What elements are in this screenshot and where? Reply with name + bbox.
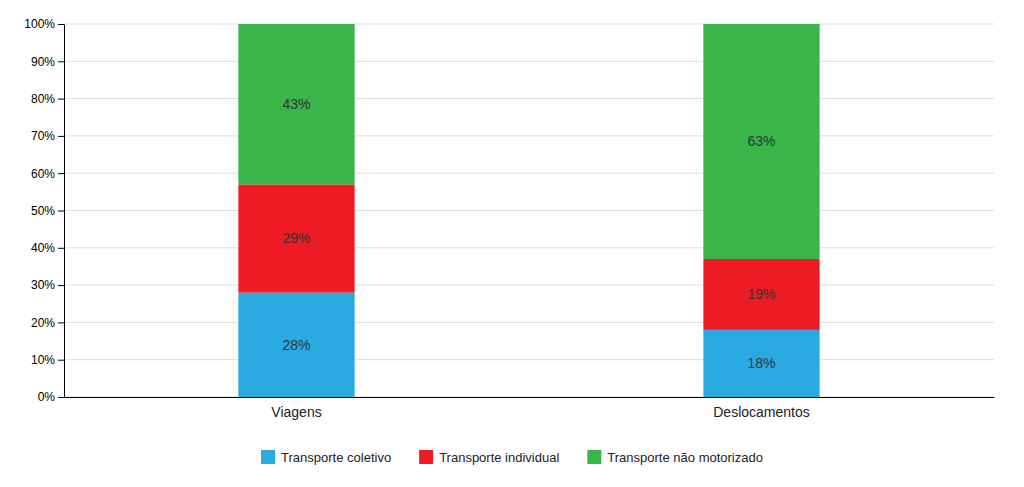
grid-line <box>64 61 994 62</box>
y-tick: 50% <box>31 204 64 218</box>
data-labels: 28% 18% 29% 19% 43% 63% <box>282 96 775 371</box>
data-label: 18% <box>747 355 775 371</box>
y-tick-mark <box>58 397 64 398</box>
y-tick-label: 30% <box>31 278 55 292</box>
legend-label: Transporte coletivo <box>281 450 391 465</box>
y-tick-mark <box>58 24 64 25</box>
legend: Transporte coletivo Transporte individual… <box>261 450 763 465</box>
y-tick-mark <box>58 248 64 249</box>
bar-segment <box>703 24 819 259</box>
grid <box>64 24 994 397</box>
y-tick-label: 40% <box>31 241 55 255</box>
grid-line <box>64 98 994 99</box>
grid-line <box>64 24 994 25</box>
y-tick: 80% <box>31 92 64 106</box>
y-tick: 0% <box>38 390 64 404</box>
y-tick: 60% <box>31 167 64 181</box>
legend-item: Transporte coletivo <box>261 450 391 465</box>
x-tick: Viagens <box>271 404 321 420</box>
y-tick-label: 100% <box>24 17 55 31</box>
data-label: 29% <box>282 230 310 246</box>
y-tick-label: 20% <box>31 316 55 330</box>
chart-container: 28% 18% 29% 19% 43% 63% Viagens Deslocamentos 0%… <box>0 0 1024 487</box>
y-tick-mark <box>58 360 64 361</box>
x-axis: Viagens Deslocamentos <box>65 398 995 420</box>
y-axis-line <box>64 25 65 398</box>
y-tick-label: 0% <box>38 390 56 404</box>
y-tick: 10% <box>31 353 64 367</box>
bar-segment <box>703 330 819 397</box>
y-tick-label: 60% <box>31 167 55 181</box>
plot-area <box>238 24 819 397</box>
legend-swatch <box>261 450 275 464</box>
bar-segment <box>703 259 819 330</box>
chart: 28% 18% 29% 19% 43% 63% Viagens Deslocamentos 0%… <box>0 0 1024 487</box>
legend-item: Transporte não motorizado <box>587 450 763 465</box>
legend-swatch <box>587 450 601 464</box>
y-tick-mark <box>58 285 64 286</box>
x-tick-label: Deslocamentos <box>713 404 810 420</box>
grid-line <box>64 322 994 323</box>
y-tick: 100% <box>24 17 64 31</box>
grid-line <box>64 247 994 248</box>
legend-label: Transporte não motorizado <box>607 450 763 465</box>
grid-line <box>64 285 994 286</box>
legend-item: Transporte individual <box>419 450 559 465</box>
y-tick-mark <box>58 211 64 212</box>
x-tick-label: Viagens <box>271 404 321 420</box>
grid-line <box>64 173 994 174</box>
y-tick-label: 90% <box>31 55 55 69</box>
y-tick-label: 80% <box>31 92 55 106</box>
y-tick: 40% <box>31 241 64 255</box>
x-tick: Deslocamentos <box>713 404 810 420</box>
grid-line <box>64 210 994 211</box>
y-tick-mark <box>58 136 64 137</box>
legend-swatch <box>419 450 433 464</box>
y-tick: 20% <box>31 316 64 330</box>
grid-line <box>64 359 994 360</box>
y-tick: 90% <box>31 55 64 69</box>
y-axis: 0% 10% 20% 30% 40% 50% 60% 70% 80% 90% 100% <box>24 17 64 404</box>
y-tick: 30% <box>31 278 64 292</box>
x-axis-line <box>65 397 995 398</box>
y-tick-mark <box>58 61 64 62</box>
y-tick-label: 10% <box>31 353 55 367</box>
y-tick-mark <box>58 99 64 100</box>
data-label: 28% <box>282 337 310 353</box>
bar-segment <box>238 24 354 184</box>
data-label: 43% <box>282 96 310 112</box>
grid-line <box>64 135 994 136</box>
y-tick: 70% <box>31 129 64 143</box>
y-tick-label: 50% <box>31 204 55 218</box>
bar-segment <box>238 184 354 292</box>
y-tick-mark <box>58 173 64 174</box>
legend-label: Transporte individual <box>439 450 559 465</box>
data-label: 19% <box>747 286 775 302</box>
grid-line <box>64 397 994 398</box>
data-label: 63% <box>747 133 775 149</box>
y-tick-label: 70% <box>31 129 55 143</box>
y-tick-mark <box>58 322 64 323</box>
bar-segment <box>238 293 354 397</box>
